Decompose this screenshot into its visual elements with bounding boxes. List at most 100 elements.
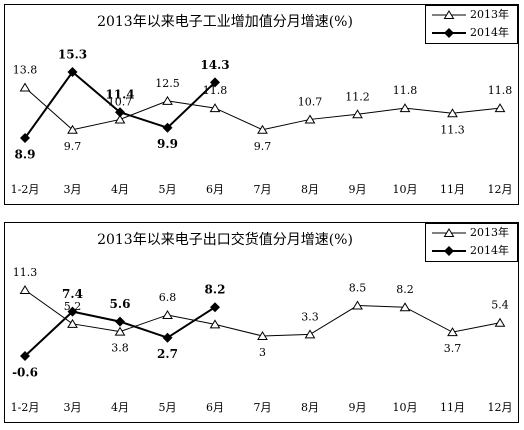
point [210,77,220,88]
data-label: 12.5 [155,77,180,90]
point [162,122,173,133]
point [162,95,173,105]
point [447,108,458,118]
x-tick-label: 9月 [349,401,367,414]
point [19,285,31,294]
x-tick-label: 11月 [440,183,465,196]
data-label: 5.2 [64,300,82,313]
x-tick-label: 3月 [64,401,82,414]
legend-marker [443,228,455,237]
data-label: 8.2 [205,283,226,297]
data-label: 11.8 [488,84,513,97]
data-label: 3.3 [301,310,319,323]
data-label: -0.6 [12,366,38,380]
legend-marker [444,28,454,38]
x-tick-label: 4月 [111,183,129,196]
chart: 2013年以来电子工业增加值分月增速(%) 1-2月 3月 4月 5月 6月 7月 8月 9月 1… [4,4,519,205]
point [257,124,268,134]
x-tick-label: 8月 [301,183,319,196]
point [162,309,173,319]
point [399,103,411,113]
legend-label: 2014年 [470,243,509,257]
point [494,317,506,327]
legend-label: 2013年 [470,225,509,239]
data-label: 8.5 [349,282,367,295]
legend-label: 2014年 [470,25,509,39]
point [20,351,30,361]
data-label: 10.7 [298,95,323,108]
data-label: 7.4 [62,287,83,301]
point [210,302,220,313]
x-tick-label: 9月 [349,183,367,196]
data-label: 9.9 [157,137,178,151]
data-label: 9.7 [64,140,82,153]
data-label: 14.3 [200,58,229,72]
point [352,300,363,310]
x-tick-label: 6月 [206,183,224,196]
x-tick-label: 7月 [254,401,272,414]
x-tick-label: 1-2月 [11,183,40,196]
legend-box [425,5,518,44]
point [304,114,316,124]
point [399,302,411,312]
legend-box [425,223,518,262]
point [304,329,316,339]
data-label: 3 [259,346,266,359]
series-line [24,87,501,131]
point [114,326,126,336]
x-tick-label: 4月 [111,401,129,414]
x-tick-label: 5月 [159,183,177,196]
frame [4,222,519,423]
x-tick-label: 10月 [393,183,418,196]
point [114,114,126,124]
point [352,109,363,119]
x-tick-label: 3月 [64,183,82,196]
point [257,331,268,341]
data-label: 6.8 [159,291,177,304]
data-label: 11.2 [345,90,370,103]
data-label: 8.2 [396,283,414,296]
data-label: 2.7 [157,347,178,361]
x-tick-label: 5月 [159,401,177,414]
chart-title: 2013年以来电子工业增加值分月增速(%) [97,14,353,30]
data-label: 5.4 [491,299,509,312]
data-label: 3.8 [111,342,129,355]
data-label: 11.8 [393,84,418,97]
point [67,318,78,328]
x-tick-label: 1-2月 [11,401,40,414]
data-label: 11.3 [13,266,38,279]
x-tick-label: 11月 [440,401,465,414]
data-label: 5.6 [110,297,131,311]
x-tick-label: 10月 [393,401,418,414]
chart: 2013年以来电子出口交货值分月增速(%) 1-2月 3月 4月 5月 6月 7月 8月 9月 1… [4,222,519,423]
point [209,103,221,113]
point [67,306,78,317]
chart-title: 2013年以来电子出口交货值分月增速(%) [97,231,353,248]
point [115,107,125,118]
x-tick-label: 12月 [488,183,513,196]
point [115,316,125,327]
series-line [24,289,501,337]
point [494,103,506,113]
data-label: 9.7 [254,140,272,153]
x-tick-label: 6月 [206,401,224,414]
point [209,319,221,329]
data-label: 13.8 [13,63,38,76]
point [20,133,30,143]
point [19,82,31,92]
data-label: 8.9 [15,148,36,162]
legend-label: 2013年 [470,7,509,21]
frame [4,4,519,205]
point [67,124,78,134]
point [67,67,78,77]
data-label: 15.3 [58,48,87,62]
point [162,332,173,343]
legend-marker [443,10,455,19]
x-tick-label: 7月 [254,183,272,196]
data-label: 3.7 [444,342,462,355]
x-tick-label: 12月 [488,401,513,414]
x-tick-label: 8月 [301,401,319,414]
legend-marker [444,246,454,256]
data-label: 11.4 [105,88,134,102]
